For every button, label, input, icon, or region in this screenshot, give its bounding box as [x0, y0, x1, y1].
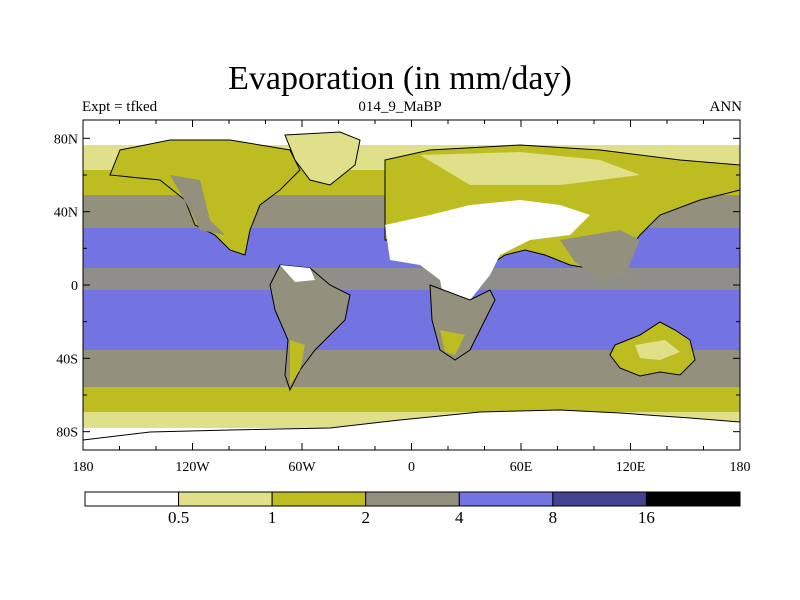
lat-tick-label: 0 [71, 279, 78, 294]
colorbar-box [458, 491, 554, 507]
antarctica [83, 409, 740, 450]
colorbar-label: 1 [268, 508, 277, 527]
plot-title: Evaporation (in mm/day) [228, 60, 572, 97]
lon-tick-label: 60E [510, 460, 533, 475]
lon-tick-label: 60W [288, 460, 316, 475]
colorbar-box [552, 491, 647, 507]
greenland [284, 131, 361, 186]
colorbar: 0.5 1 2 4 8 16 [84, 491, 741, 527]
experiment-label: Expt = tfked [82, 99, 158, 115]
lon-tick-label: 120E [616, 460, 646, 475]
colorbar-label: 8 [549, 508, 558, 527]
period-label: 014_9_MaBP [358, 99, 442, 115]
evaporation-field [83, 120, 740, 450]
south-america-south [290, 340, 305, 385]
lat-tick-label: 80N [54, 132, 78, 147]
season-label: ANN [709, 99, 743, 115]
lon-tick-label: 180 [730, 460, 751, 475]
lat-tick-label: 40S [56, 352, 78, 367]
colorbar-label: 4 [455, 508, 464, 527]
south-america-north [280, 265, 315, 282]
africa-south [440, 330, 465, 355]
lon-tick-label: 120W [175, 460, 210, 475]
colorbar-label: 16 [638, 508, 655, 527]
colorbar-box [271, 491, 367, 507]
eurasia-grey-east [560, 230, 640, 280]
lon-tick-label: 180 [73, 460, 94, 475]
lon-tick-label: 0 [408, 460, 415, 475]
north-america-grey [170, 175, 225, 235]
north-america [109, 139, 301, 256]
colorbar-box [84, 491, 180, 507]
colorbar-box [178, 491, 273, 507]
australia-dry [635, 340, 680, 360]
lat-tick-label: 40N [54, 206, 78, 221]
sahara-arabia-desert [385, 200, 590, 305]
colorbar-label: 0.5 [168, 508, 189, 527]
band-equator-grey [83, 268, 740, 290]
longitude-axis: 180 120W 60W 0 60E 120E 180 [73, 120, 751, 475]
colorbar-label: 2 [361, 508, 370, 527]
eurasia-dry-north [420, 152, 640, 185]
colorbar-box [645, 491, 741, 507]
latitude-axis: 80N 40N 0 40S 80S [54, 132, 740, 441]
colorbar-box [365, 491, 460, 507]
lat-tick-label: 80S [56, 426, 78, 441]
